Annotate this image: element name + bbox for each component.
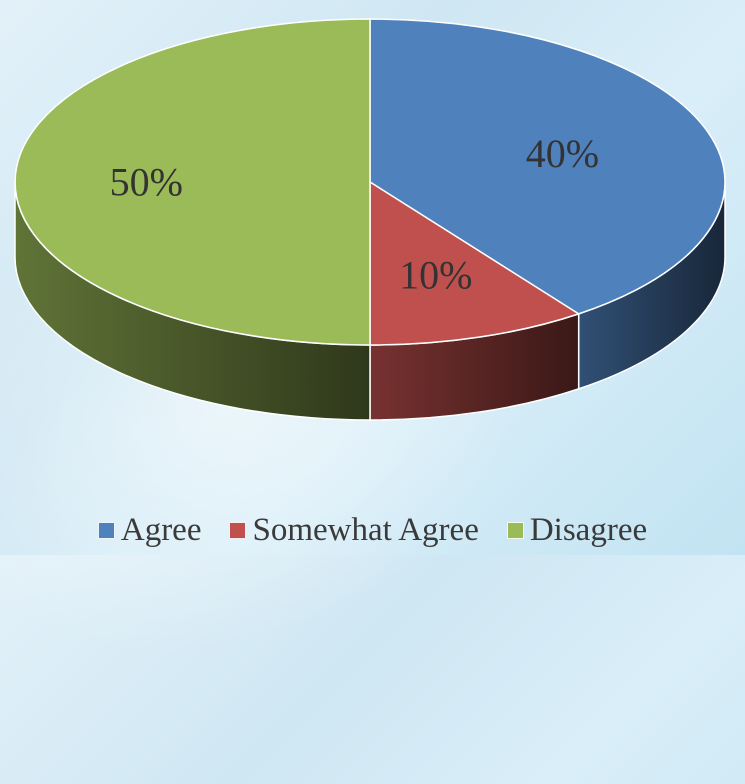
pie-slice-agree <box>369 18 726 315</box>
legend-swatch-agree <box>97 522 115 539</box>
data-label-somewhat-agree: 10% <box>399 253 472 298</box>
legend-label-somewhat-agree: Somewhat Agree <box>252 512 479 548</box>
pie-slice-somewhat-agree <box>369 180 581 346</box>
legend-swatch-somewhat-agree <box>229 522 247 539</box>
legend-item-disagree: Disagree <box>506 512 648 548</box>
legend-item-agree: Agree <box>97 512 202 548</box>
data-label-disagree: 50% <box>110 160 183 205</box>
legend-swatch-disagree <box>506 522 524 539</box>
pie-top-faces <box>14 18 726 346</box>
pie-chart: 40% 10% 50% <box>14 18 726 421</box>
pie-slice-disagree <box>14 18 371 346</box>
data-label-agree: 40% <box>526 131 599 176</box>
chart-legend: Agree Somewhat Agree Disagree <box>0 506 745 555</box>
pie-side-walls <box>14 181 726 421</box>
legend-item-somewhat-agree: Somewhat Agree <box>229 512 479 548</box>
legend-label-disagree: Disagree <box>529 512 648 548</box>
legend-label-agree: Agree <box>120 512 202 548</box>
